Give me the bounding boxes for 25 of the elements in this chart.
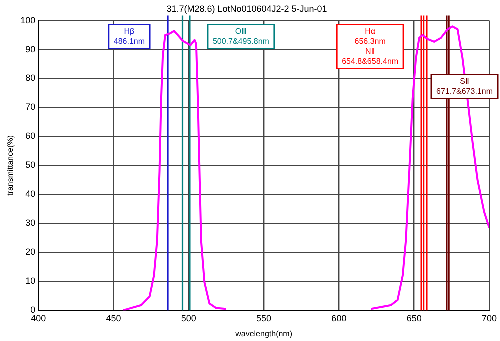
ref-line-label: Hα 656.3nm NⅡ 654.8&658.4nm (342, 27, 399, 66)
x-tick-label: 650 (406, 313, 422, 324)
y-tick-label: 50 (26, 160, 36, 170)
x-axis-title: wavelength(nm) (234, 329, 293, 338)
x-tick-label: 700 (482, 313, 498, 324)
y-tick-label: 30 (26, 218, 36, 228)
y-tick-label: 10 (26, 276, 36, 286)
x-tick-label: 400 (31, 313, 46, 324)
x-tick-label: 500 (181, 313, 196, 324)
ref-line-label: Hβ 486.1nm (114, 27, 146, 46)
x-tick-label: 550 (256, 313, 272, 324)
x-tick-label: 450 (106, 313, 122, 324)
ref-line-label: OⅢ 500.7&495.8nm (212, 27, 270, 46)
y-tick-label: 70 (26, 102, 36, 112)
y-tick-label: 80 (26, 73, 36, 84)
y-tick-label: 100 (20, 15, 36, 26)
chart-title: 31.7(M28.6) LotNo010604J2-2 5-Jun-01 (166, 4, 328, 14)
y-tick-label: 20 (26, 247, 36, 258)
y-tick-label: 40 (26, 189, 36, 200)
y-tick-label: 90 (26, 44, 36, 54)
y-tick-label: 60 (26, 131, 36, 142)
y-axis-title: transmittance(%) (6, 135, 16, 196)
ref-line-label: SⅡ 671.7&673.1nm (436, 77, 494, 96)
x-tick-label: 600 (332, 313, 347, 324)
y-tick-label: 0 (30, 305, 36, 316)
